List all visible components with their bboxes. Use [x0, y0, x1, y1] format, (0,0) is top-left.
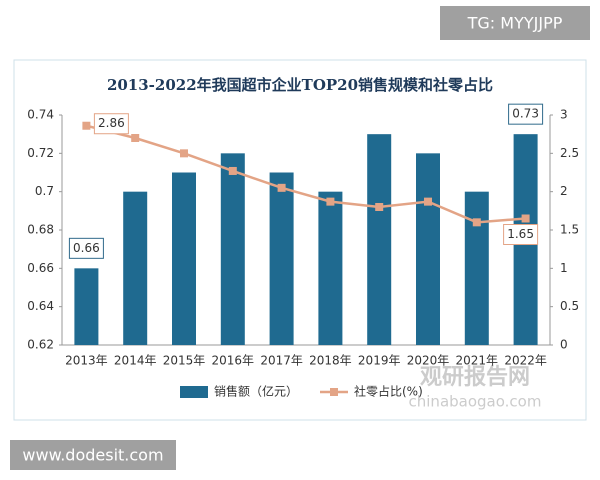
line-marker	[131, 134, 140, 142]
bar	[123, 191, 148, 345]
y2-tick-label: 2.5	[560, 146, 579, 160]
x-tick-label: 2013年	[65, 354, 108, 368]
x-tick-label: 2015年	[163, 354, 206, 368]
y-tick-label: 0.62	[27, 338, 54, 352]
line-label-box	[503, 224, 539, 245]
y2-tick-label: 1	[560, 261, 568, 275]
bar	[269, 172, 294, 345]
line-marker	[82, 121, 91, 130]
line-label: 1.65	[507, 227, 534, 241]
bar-label-box	[508, 103, 544, 125]
line-marker	[180, 149, 188, 158]
line-marker	[472, 218, 481, 227]
y2-tick-label: 3	[560, 108, 568, 122]
line-marker	[521, 214, 530, 223]
x-tick-label: 2017年	[260, 354, 303, 368]
x-tick-label: 2020年	[407, 354, 450, 368]
line-label: 2.86	[98, 116, 125, 130]
y2-tick-label: 0.5	[560, 299, 579, 313]
legend-label: 销售额（亿元）	[214, 384, 298, 399]
line-marker	[277, 183, 286, 192]
bar	[318, 191, 343, 345]
x-tick-label: 2021年	[456, 354, 499, 368]
y2-tick-label: 1.5	[560, 223, 579, 237]
y-tick-label: 0.72	[27, 146, 54, 160]
x-tick-label: 2016年	[212, 354, 255, 368]
x-tick-label: 2022年	[504, 354, 547, 368]
bar	[172, 172, 196, 345]
chart-title: 2013-2022年我国超市企业TOP20销售规模和社零占比	[107, 76, 493, 94]
brand-watermark: 观研报告网	[420, 365, 530, 390]
legend-marker	[330, 388, 338, 396]
bar	[367, 134, 392, 345]
y-tick-label: 0.74	[27, 108, 54, 122]
y-tick-label: 0.66	[27, 261, 54, 275]
line-marker	[228, 166, 237, 175]
x-tick-label: 2018年	[309, 354, 352, 368]
line-marker	[375, 203, 384, 211]
legend-swatch	[180, 386, 208, 398]
site-box	[10, 440, 176, 470]
x-tick-label: 2019年	[358, 354, 401, 368]
y2-tick-label: 0	[560, 338, 568, 352]
y-tick-label: 0.7	[35, 184, 54, 198]
y-tick-label: 0.68	[27, 223, 54, 237]
line-marker	[326, 197, 335, 206]
bar	[416, 153, 440, 345]
line-label-box	[93, 113, 129, 135]
site-text: www.dodesit.com	[22, 446, 163, 465]
y2-tick-label: 2	[560, 184, 568, 198]
tag-text: TG: MYYJJPP	[467, 14, 563, 33]
line	[86, 124, 526, 224]
bar-label: 0.66	[73, 241, 100, 255]
tag-box	[440, 6, 590, 40]
y-tick-label: 0.64	[27, 299, 54, 313]
line-marker	[424, 197, 432, 206]
bar	[220, 153, 245, 345]
bar-label-box	[68, 237, 104, 259]
brand-url: chinabaogao.com	[409, 393, 542, 411]
x-tick-label: 2014年	[114, 354, 157, 368]
legend-label: 社零占比(%)	[354, 384, 423, 399]
bar	[74, 268, 99, 345]
bar-label: 0.73	[512, 107, 539, 121]
bar	[464, 191, 489, 345]
